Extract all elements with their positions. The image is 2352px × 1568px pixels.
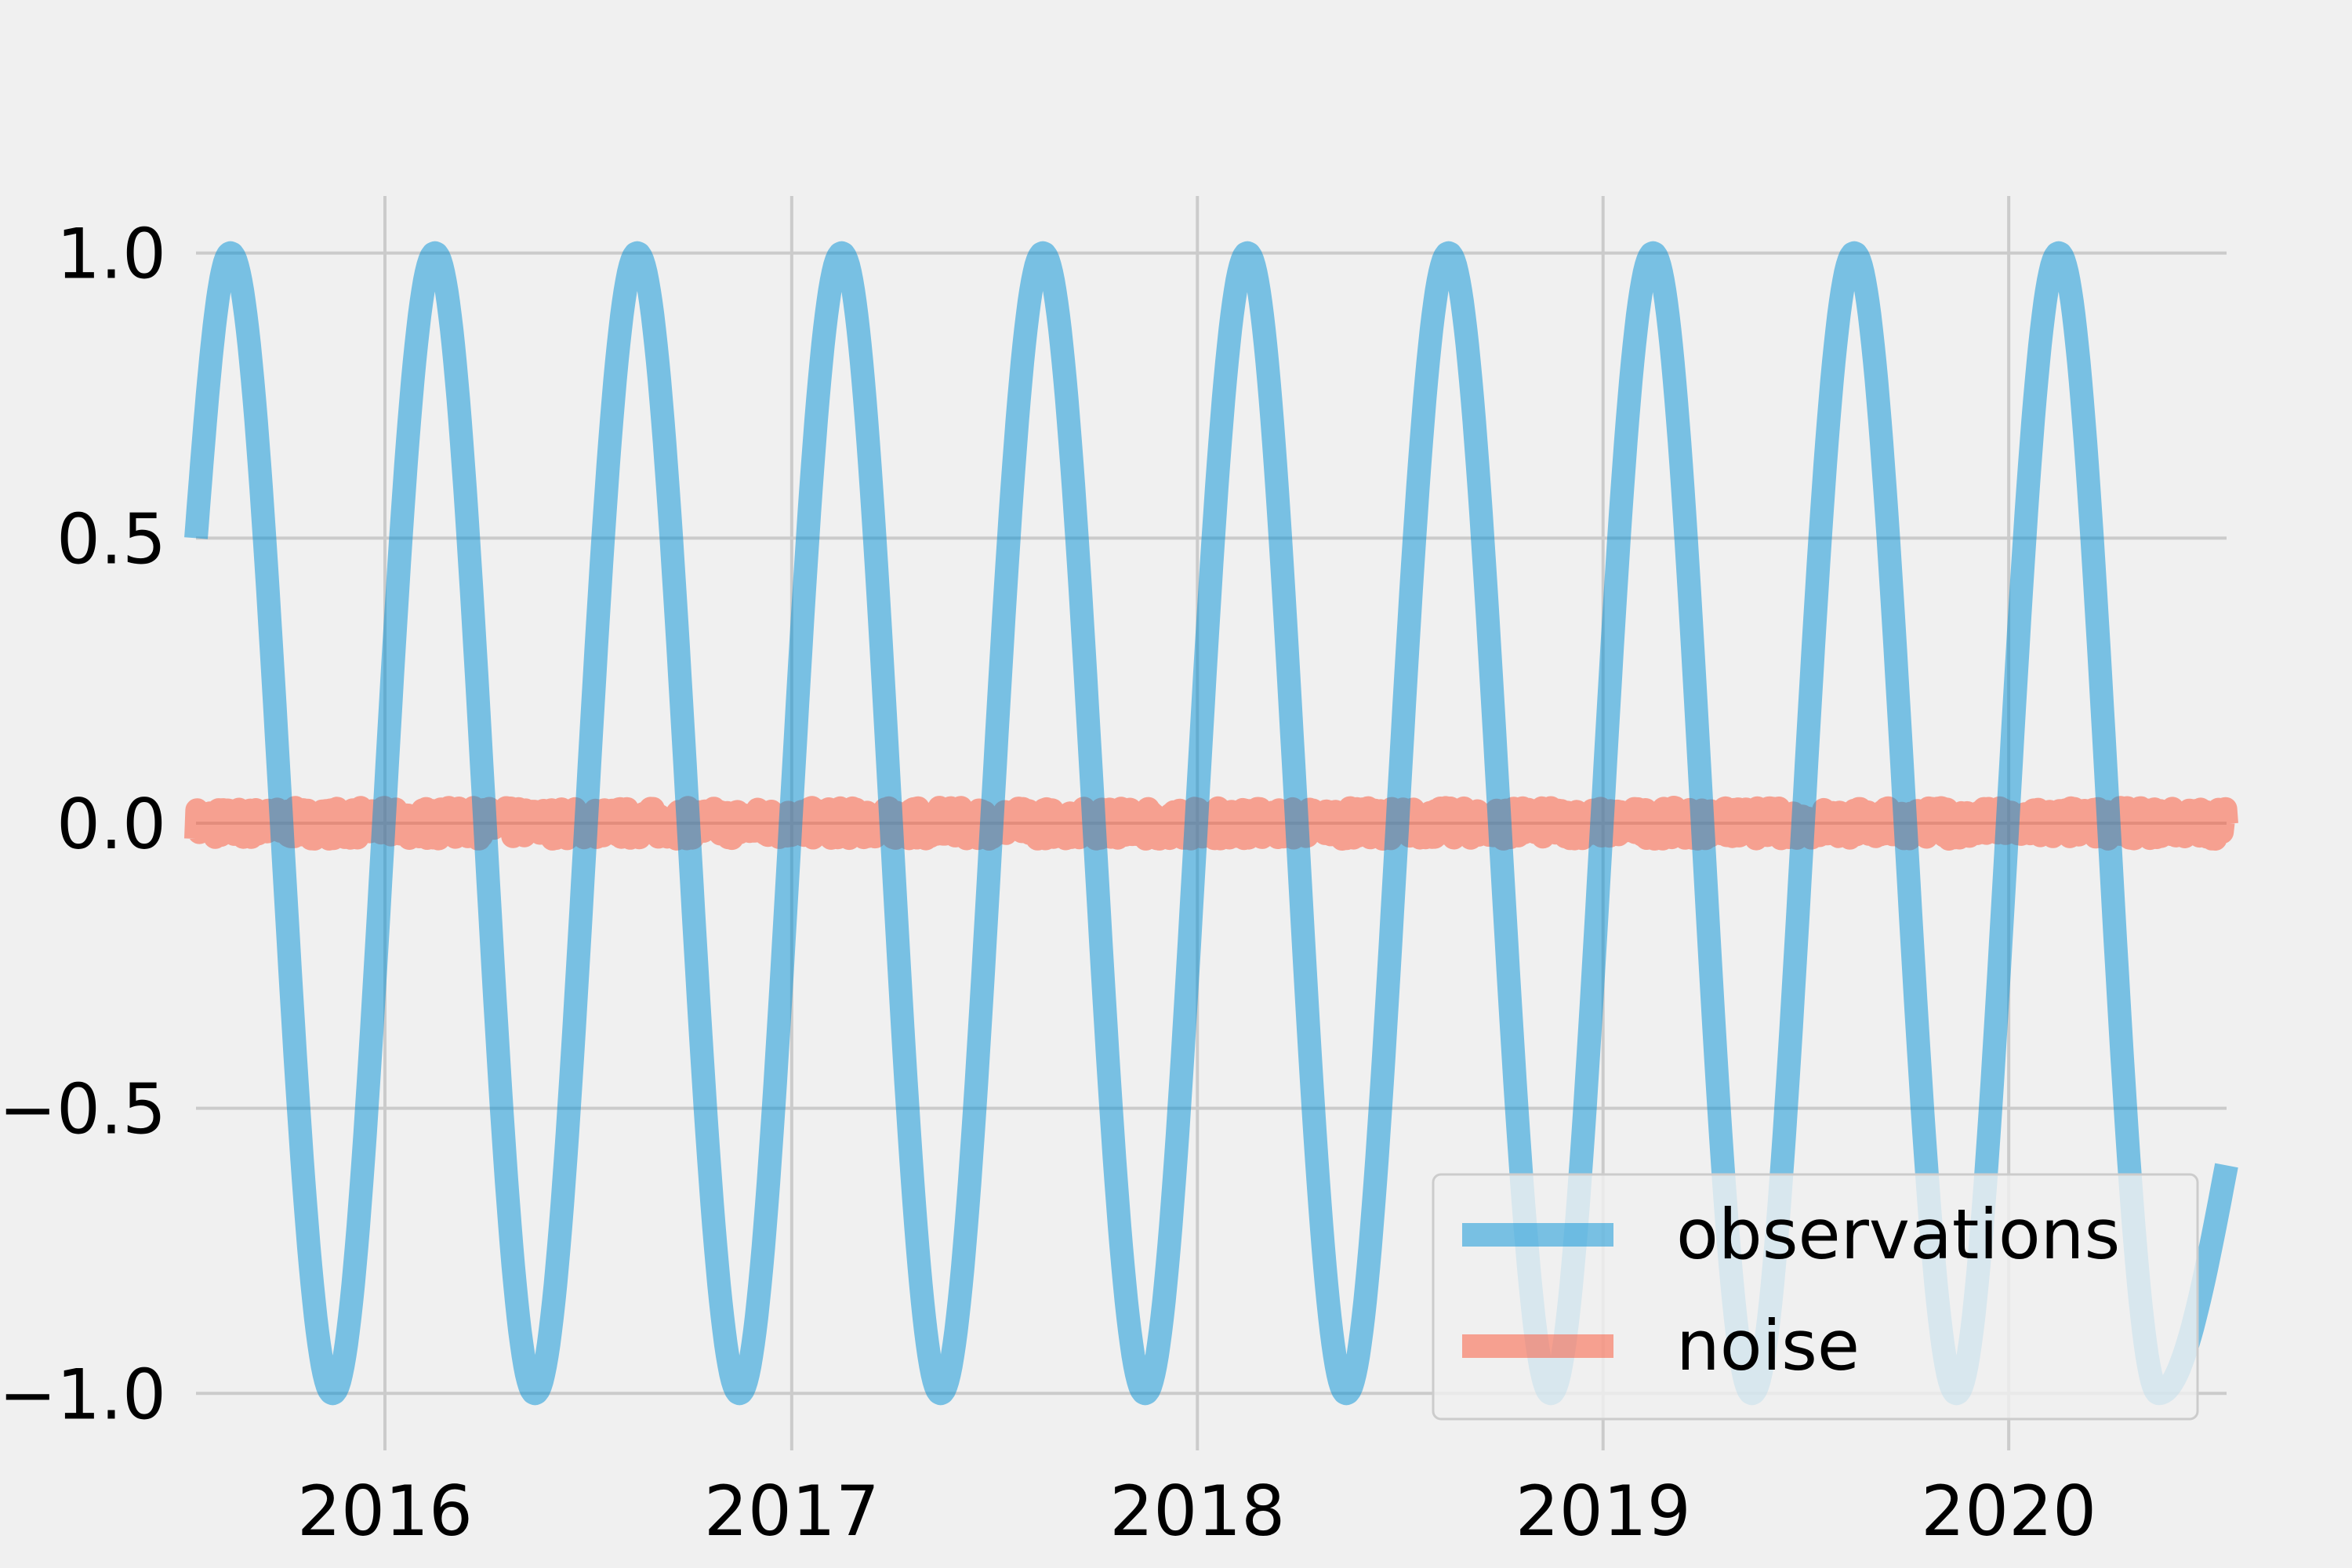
y-tick-label: −0.5	[0, 1069, 166, 1150]
x-tick-label: 2018	[1109, 1471, 1285, 1552]
x-tick-label: 2017	[704, 1471, 880, 1552]
x-tick-label: 2016	[297, 1471, 473, 1552]
y-tick-label: 0.5	[56, 499, 166, 579]
observations-line	[184, 241, 2238, 1406]
x-axis: 2016 2017 2018 2019 2020	[297, 1471, 2096, 1552]
legend-label-noise: noise	[1676, 1305, 1860, 1386]
noise-line	[184, 796, 2238, 851]
legend-box	[1432, 1173, 2199, 1421]
legend: observations noise	[1432, 1173, 2199, 1421]
x-tick-label: 2019	[1515, 1471, 1691, 1552]
x-tick-label: 2020	[1921, 1471, 2096, 1552]
y-axis: −1.0 −0.5 0.0 0.5 1.0	[0, 214, 166, 1436]
y-tick-label: 1.0	[56, 214, 166, 295]
y-tick-label: −1.0	[0, 1354, 166, 1435]
legend-label-observations: observations	[1676, 1194, 2120, 1275]
y-tick-label: 0.0	[56, 784, 166, 865]
plot-area	[184, 241, 2238, 1406]
